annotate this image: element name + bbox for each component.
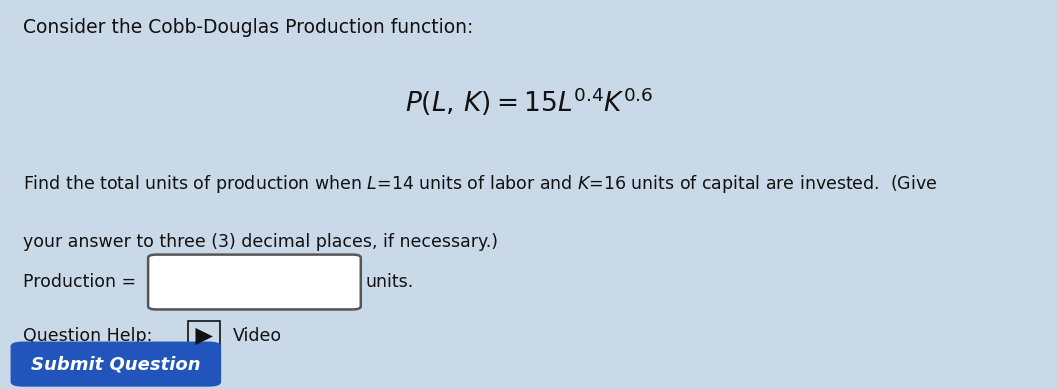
FancyBboxPatch shape [148,254,361,310]
Text: units.: units. [365,273,414,291]
Text: Consider the Cobb-Douglas Production function:: Consider the Cobb-Douglas Production fun… [23,18,474,37]
Text: $P(L,\, K) = 15L^{0.4}K^{0.6}$: $P(L,\, K) = 15L^{0.4}K^{0.6}$ [405,86,653,118]
Polygon shape [196,328,213,345]
Text: your answer to three (3) decimal places, if necessary.): your answer to three (3) decimal places,… [23,233,498,251]
FancyBboxPatch shape [11,342,221,387]
Text: Video: Video [233,328,281,345]
Text: Submit Question: Submit Question [31,355,201,373]
Text: Find the total units of production when $\mathit{L}$=14 units of labor and $\mat: Find the total units of production when … [23,173,937,195]
Text: Production =: Production = [23,273,142,291]
FancyBboxPatch shape [188,321,220,355]
Text: Question Help:: Question Help: [23,328,152,345]
